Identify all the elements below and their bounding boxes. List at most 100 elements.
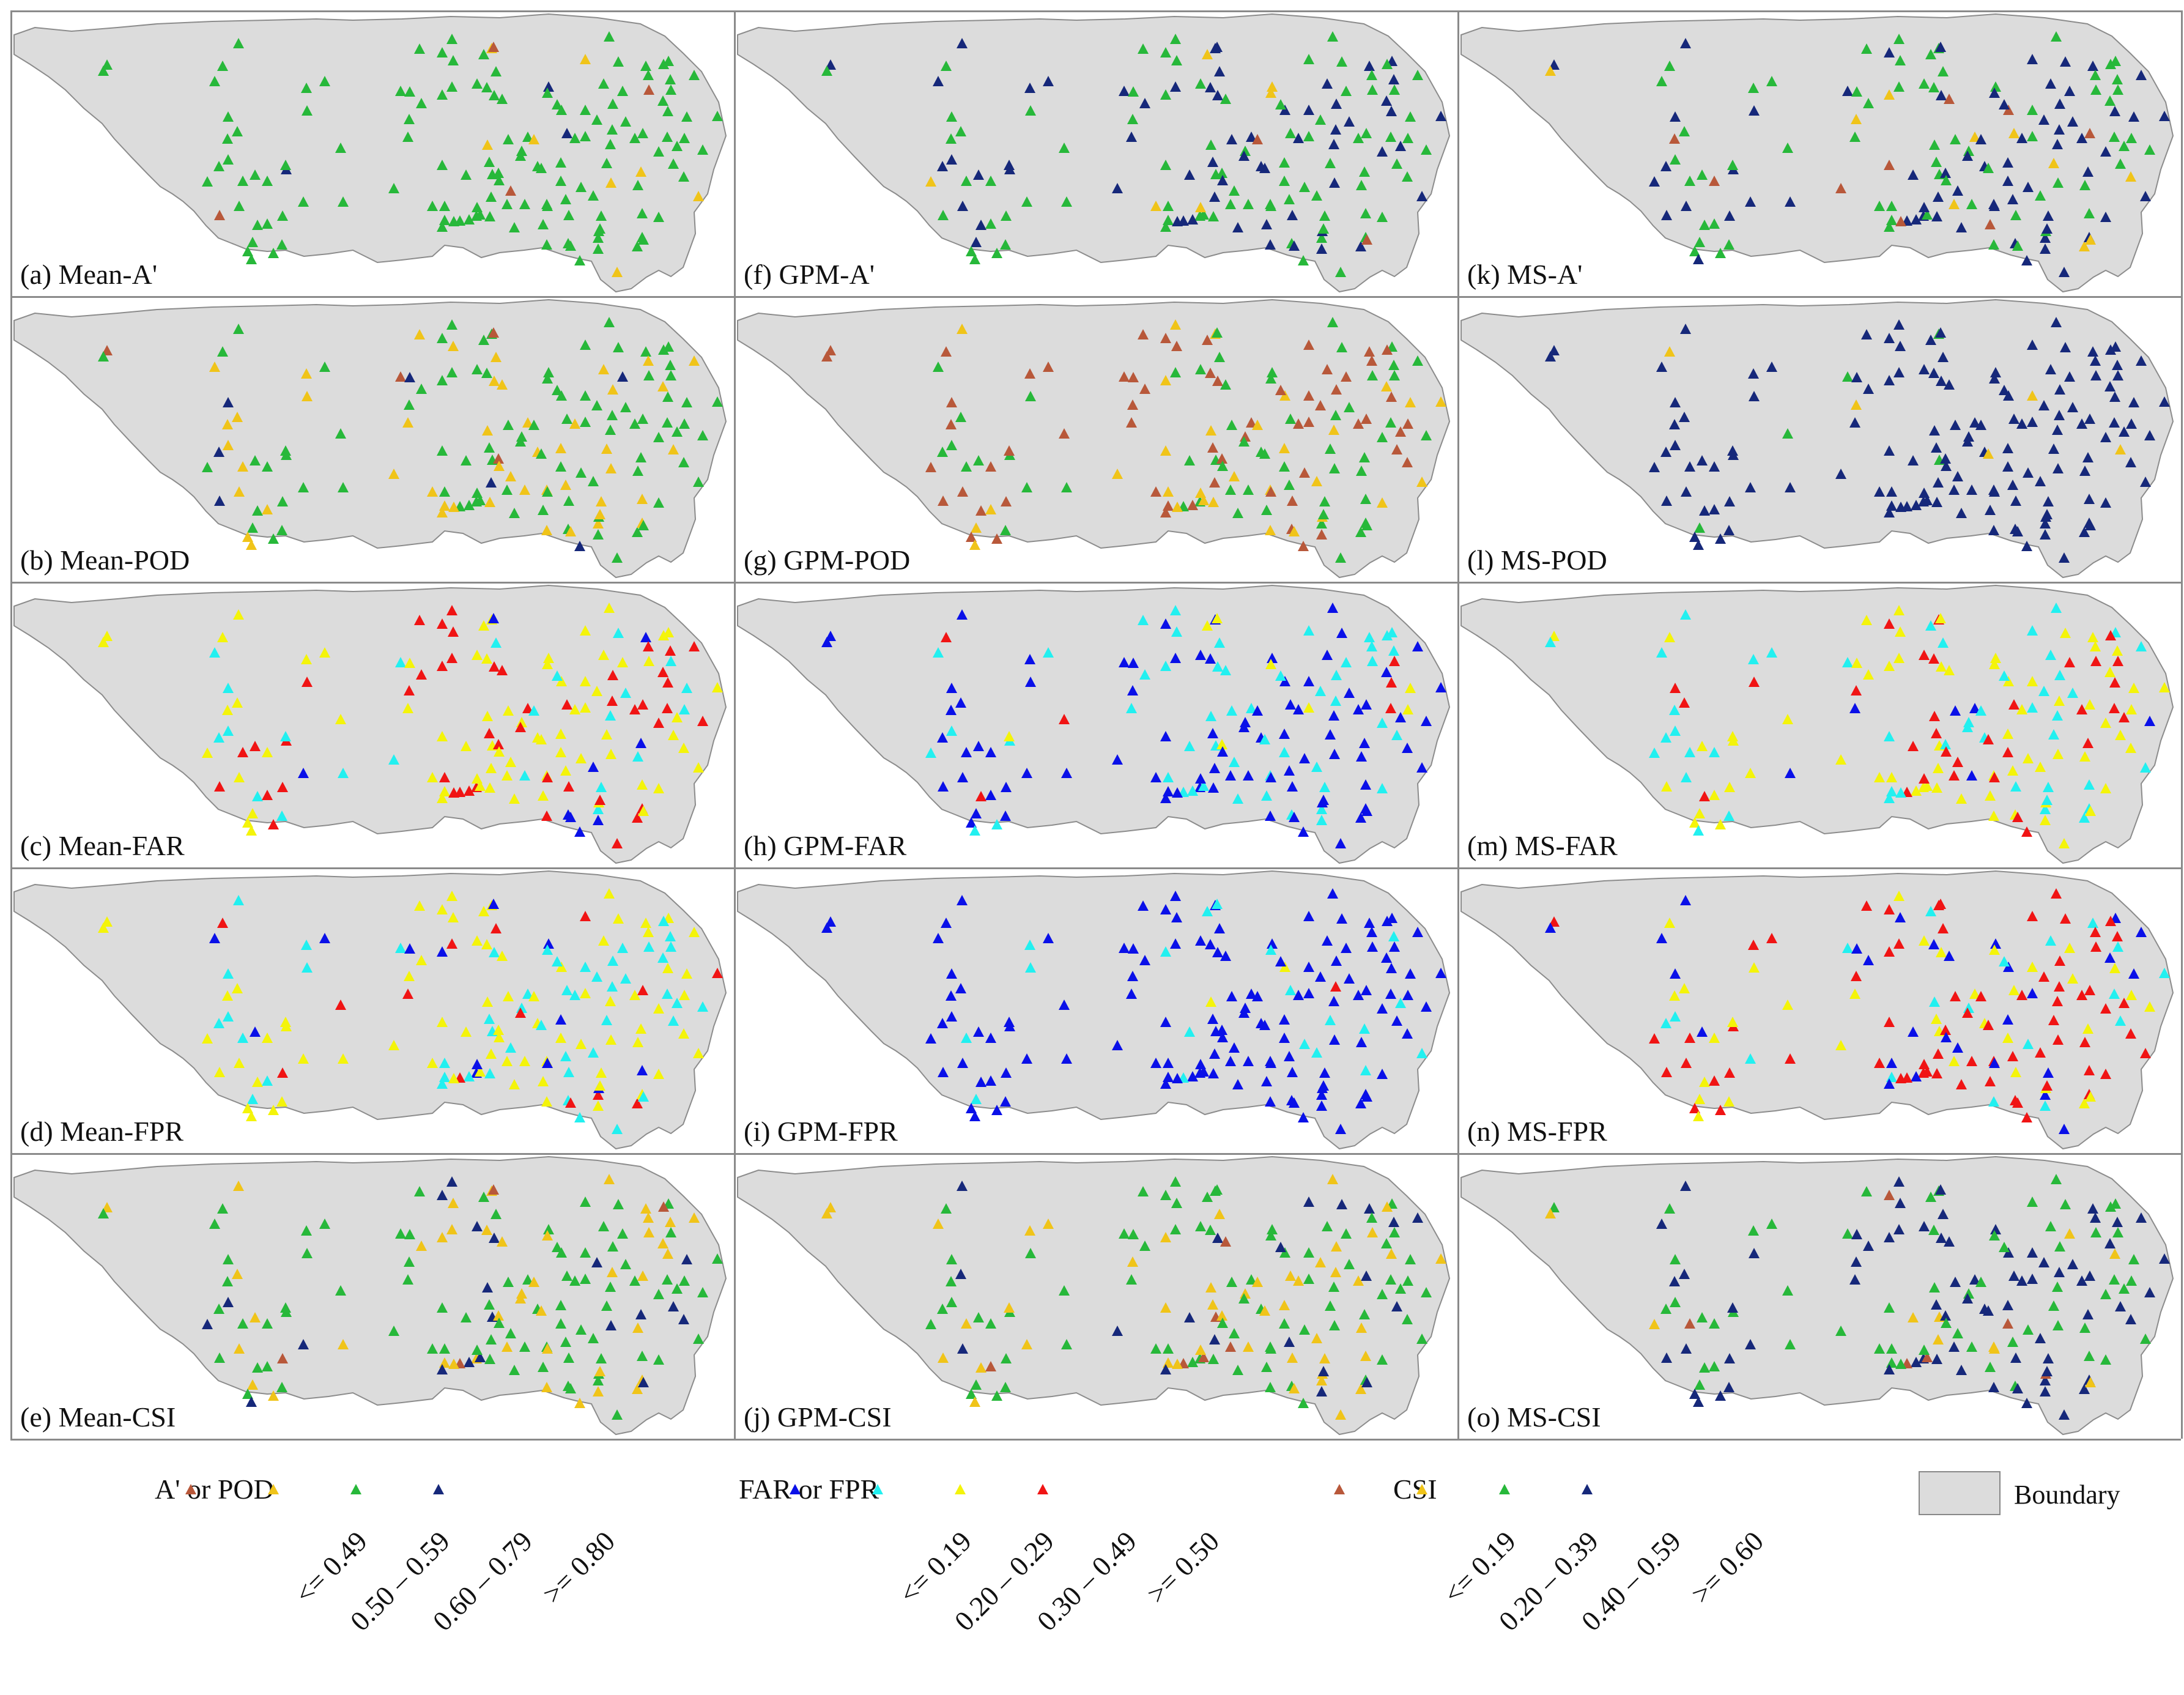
- station-marker: [637, 494, 648, 504]
- station-marker: [98, 65, 109, 76]
- station-marker: [938, 781, 949, 792]
- station-marker: [437, 731, 448, 741]
- station-marker: [2115, 730, 2126, 740]
- station-marker: [1931, 497, 1942, 507]
- station-marker: [1335, 267, 1346, 277]
- station-marker: [632, 1037, 643, 1047]
- station-marker: [1043, 647, 1054, 658]
- station-marker: [1059, 714, 1070, 724]
- station-marker: [1021, 196, 1032, 207]
- legend-symbol: [955, 1484, 966, 1494]
- station-marker: [1919, 488, 1930, 498]
- station-marker: [985, 790, 996, 800]
- station-marker: [637, 414, 648, 424]
- station-marker: [505, 757, 516, 767]
- station-marker: [519, 1341, 530, 1352]
- station-marker: [2079, 241, 2090, 251]
- station-marker: [1962, 150, 1973, 161]
- station-marker: [1893, 605, 1905, 615]
- station-marker: [234, 1343, 245, 1354]
- station-marker: [1265, 87, 1276, 98]
- station-marker: [233, 1181, 244, 1191]
- station-marker: [1931, 782, 1942, 793]
- station-marker: [2125, 1028, 2136, 1039]
- station-marker: [404, 114, 415, 124]
- station-marker: [1391, 158, 1402, 169]
- station-marker: [509, 222, 520, 232]
- station-marker: [1170, 891, 1181, 901]
- station-marker: [1849, 988, 1860, 999]
- legend-symbol: [350, 1484, 361, 1494]
- station-marker: [966, 1389, 977, 1399]
- station-marker: [1243, 199, 1254, 209]
- station-marker: [209, 76, 220, 86]
- station-marker: [1693, 1111, 1704, 1121]
- station-marker: [1267, 81, 1278, 92]
- station-marker: [1187, 1357, 1198, 1367]
- station-marker: [252, 1077, 263, 1087]
- station-marker: [938, 1352, 949, 1363]
- station-marker: [262, 1075, 273, 1086]
- station-marker: [1207, 728, 1218, 738]
- station-marker: [576, 1324, 587, 1335]
- station-marker: [1381, 381, 1392, 391]
- station-marker: [596, 496, 607, 506]
- station-marker: [1316, 1375, 1327, 1385]
- station-marker: [2109, 988, 2120, 999]
- station-marker: [1225, 770, 1236, 781]
- station-marker: [1723, 525, 1734, 535]
- station-marker: [2159, 396, 2170, 407]
- station-marker: [437, 375, 448, 385]
- station-marker: [1265, 1230, 1276, 1241]
- station-marker: [1361, 128, 1372, 138]
- station-marker: [1246, 1274, 1257, 1285]
- station-marker: [593, 529, 604, 540]
- station-marker: [2084, 208, 2095, 218]
- station-marker: [1985, 1076, 1996, 1086]
- plateau-boundary: [737, 584, 1451, 864]
- station-marker: [1679, 697, 1690, 708]
- station-marker: [2059, 1409, 2070, 1420]
- station-marker: [416, 384, 427, 394]
- station-marker: [1226, 705, 1237, 716]
- legend-title-csi: CSI: [1393, 1474, 1437, 1505]
- station-marker: [2100, 1289, 2111, 1299]
- station-marker: [1279, 729, 1290, 739]
- station-marker: [446, 1176, 457, 1187]
- station-marker: [1298, 541, 1309, 551]
- station-marker: [1285, 699, 1296, 710]
- station-marker: [946, 968, 957, 979]
- boundary-label: Boundary: [2014, 1480, 2120, 1510]
- station-marker: [543, 81, 554, 92]
- station-marker: [580, 105, 591, 115]
- station-marker: [1851, 372, 1862, 382]
- station-marker: [1327, 31, 1338, 42]
- station-marker: [2112, 656, 2123, 666]
- station-marker: [1330, 410, 1341, 420]
- station-marker: [2119, 712, 2130, 722]
- station-marker: [1252, 705, 1263, 716]
- station-marker: [1680, 38, 1691, 48]
- station-marker: [2041, 223, 2053, 234]
- panel-label: (c) Mean-FAR: [20, 830, 185, 861]
- station-marker: [1395, 712, 1406, 722]
- station-marker: [1212, 42, 1223, 52]
- station-marker: [1656, 933, 1667, 943]
- station-marker: [1861, 1186, 1872, 1196]
- station-marker: [1381, 95, 1392, 106]
- station-marker: [2010, 210, 2021, 220]
- station-marker: [632, 1322, 643, 1333]
- station-marker: [1205, 711, 1216, 721]
- station-marker: [1328, 996, 1339, 1006]
- station-marker: [612, 838, 623, 848]
- station-marker: [1061, 1339, 1072, 1349]
- station-marker: [1265, 1096, 1276, 1107]
- station-marker: [2159, 682, 2170, 692]
- grid-line-h: [10, 582, 2181, 584]
- panel-label: (d) Mean-FPR: [20, 1116, 184, 1147]
- station-marker: [1944, 94, 1955, 104]
- station-marker: [2128, 968, 2139, 979]
- station-marker: [555, 176, 566, 186]
- station-marker: [1933, 191, 1944, 202]
- station-marker: [1315, 971, 1326, 982]
